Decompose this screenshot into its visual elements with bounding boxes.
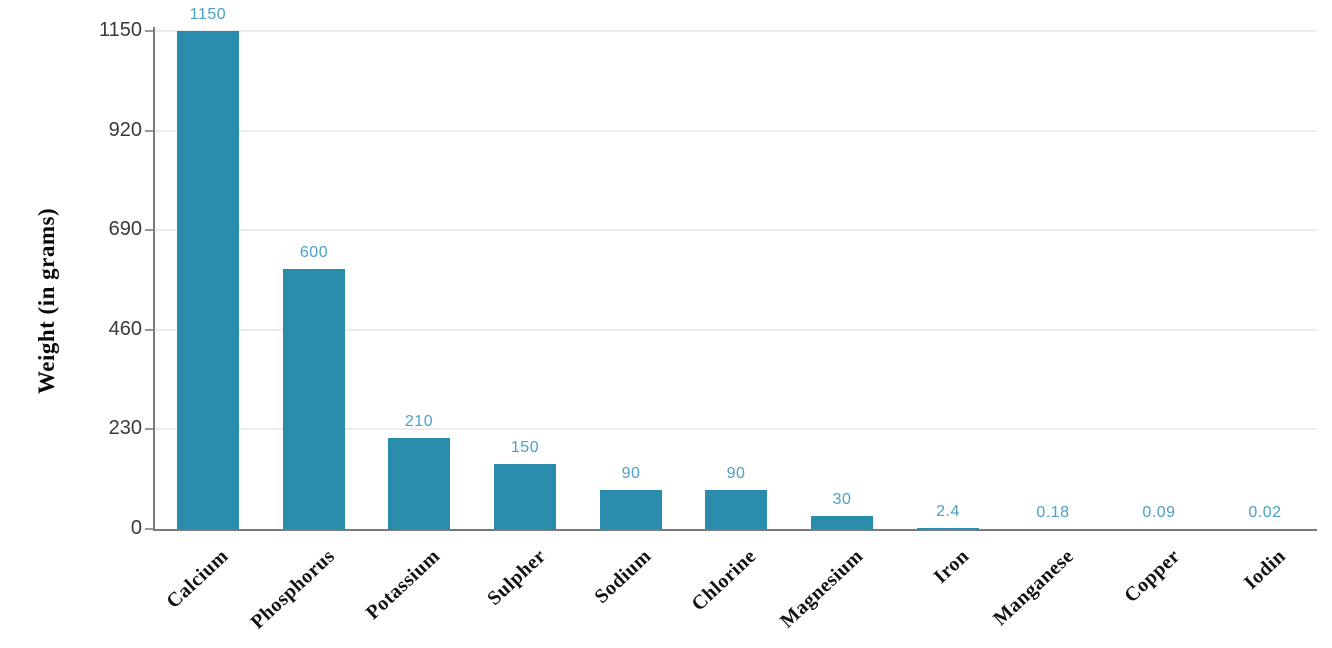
x-category-label-text: Calcium — [162, 545, 234, 613]
x-category-label-text: Phosphorus — [246, 545, 340, 634]
bar-value-label: 0.02 — [1248, 504, 1282, 521]
y-axis-line — [153, 27, 155, 531]
y-tick-label: 690 — [108, 218, 142, 240]
y-tick-mark — [145, 428, 153, 430]
y-tick-label: 0 — [130, 517, 142, 539]
bar — [705, 490, 767, 529]
bar-value-label: 2.4 — [936, 503, 960, 520]
x-category-label-text: Iron — [929, 545, 974, 588]
y-tick-label: 230 — [108, 417, 142, 439]
gridline — [155, 428, 1317, 430]
gridline — [155, 130, 1317, 132]
bar-value-label: 1150 — [189, 6, 227, 23]
bar-value-label: 210 — [404, 413, 434, 430]
x-category-label-text: Manganese — [989, 545, 1079, 631]
y-tick-mark — [145, 30, 153, 32]
y-tick-label: 460 — [108, 318, 142, 340]
bar-value-label: 30 — [832, 491, 852, 508]
y-tick-mark — [145, 229, 153, 231]
x-category-label-text: Copper — [1119, 545, 1185, 608]
x-axis-line — [153, 529, 1317, 531]
y-tick-label: 920 — [108, 119, 142, 141]
x-category-label-text: Chlorine — [687, 545, 762, 616]
y-tick-mark — [145, 528, 153, 530]
bar-value-label: 0.09 — [1142, 504, 1176, 521]
bar-value-label: 90 — [621, 465, 641, 482]
gridline — [155, 329, 1317, 331]
bar — [177, 31, 239, 529]
bar — [388, 438, 450, 529]
bar-value-label: 90 — [726, 465, 746, 482]
x-category-label-text: Potassium — [361, 545, 445, 625]
bar — [494, 464, 556, 529]
y-axis-title: Weight (in grams) — [34, 207, 59, 394]
gridline — [155, 229, 1317, 231]
x-category-label-text: Sulpher — [482, 545, 551, 610]
y-tick-mark — [145, 329, 153, 331]
x-category-label-text: Iodin — [1239, 545, 1291, 594]
bar-value-label: 0.18 — [1036, 504, 1070, 521]
x-category-label-text: Magnesium — [775, 545, 868, 633]
bar — [917, 528, 979, 529]
bar — [600, 490, 662, 529]
x-category-label-text: Sodium — [590, 545, 657, 608]
y-tick-mark — [145, 130, 153, 132]
y-tick-label: 1150 — [98, 19, 142, 41]
bar — [811, 516, 873, 529]
gridline — [155, 30, 1317, 32]
bar-value-label: 150 — [510, 439, 540, 456]
bar — [283, 269, 345, 529]
bar-value-label: 600 — [299, 244, 329, 261]
